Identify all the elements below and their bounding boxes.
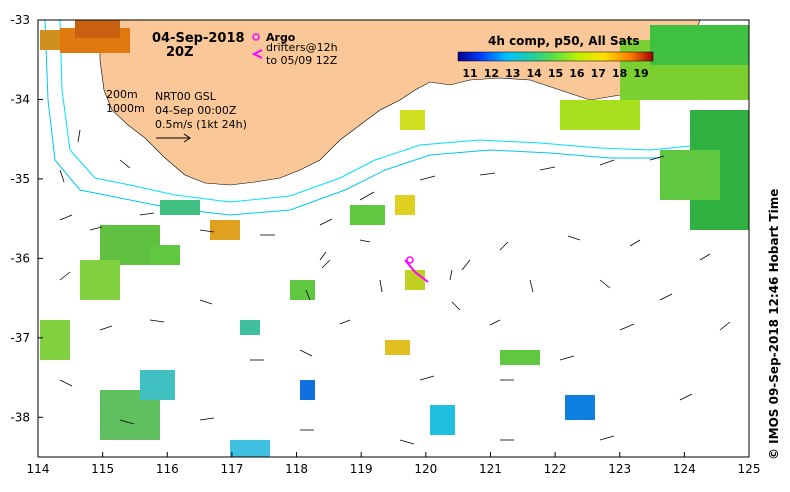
legend-drifters-line1: drifters@12h <box>266 41 338 54</box>
y-tick-label: -34 <box>10 92 30 106</box>
x-tick-label: 125 <box>738 462 761 476</box>
colorbar-tick-label: 11 <box>462 67 477 80</box>
contour-label-1000m: 1000m <box>106 102 145 115</box>
colorbar-tick-label: 17 <box>591 67 606 80</box>
colorbar-tick-label: 14 <box>526 67 542 80</box>
contour-1000m <box>44 20 749 216</box>
x-tick-label: 124 <box>673 462 696 476</box>
colorbar-tick-label: 13 <box>505 67 520 80</box>
y-tick-label: -38 <box>10 410 30 424</box>
x-tick-label: 122 <box>544 462 567 476</box>
y-tick-label: -36 <box>10 251 30 265</box>
map-title-date: 04-Sep-2018 <box>152 31 245 46</box>
argo-float-marker <box>406 256 414 264</box>
legend-argo: Argo <box>266 31 296 44</box>
colorbar <box>457 51 654 62</box>
y-tick-label: -35 <box>10 172 30 186</box>
x-tick-label: 114 <box>27 462 50 476</box>
colorbar-tick-label: 15 <box>548 67 563 80</box>
colorbar-tick-label: 19 <box>633 67 648 80</box>
x-tick-label: 119 <box>350 462 373 476</box>
current-vectors <box>59 129 731 445</box>
y-tick-label: -33 <box>10 13 30 27</box>
x-tick-label: 123 <box>608 462 631 476</box>
y-axis: -33 -34 -35 -36 -37 -38 <box>10 13 43 424</box>
credit-text: © IMOS 09-Sep-2018 12:46 Hobart Time <box>767 189 781 460</box>
plot-frame <box>37 19 750 458</box>
x-axis: 114 115 116 117 118 119 120 121 122 123 124 125 <box>27 452 761 476</box>
contour-200m <box>59 20 749 203</box>
legend-drifters-line2: to 05/09 12Z <box>266 54 338 67</box>
velocity-scale-label: 0.5m/s (1kt 24h) <box>155 118 247 131</box>
drifter-legend-icon <box>251 49 263 59</box>
y-tick-label: -37 <box>10 331 30 345</box>
sst-patches <box>40 20 749 457</box>
x-tick-label: 118 <box>285 462 308 476</box>
product-line1: NRT00 GSL <box>155 90 217 103</box>
x-tick-label: 116 <box>156 462 179 476</box>
contour-label-200m: 200m <box>106 88 138 101</box>
drifter-track <box>404 259 429 283</box>
argo-legend-icon <box>252 33 260 41</box>
map-title-time: 20Z <box>166 45 194 60</box>
x-tick-label: 117 <box>220 462 243 476</box>
colorbar-tick-label: 12 <box>484 67 499 80</box>
x-tick-label: 115 <box>91 462 114 476</box>
colorbar-ticks: 11 12 13 14 15 16 17 18 19 <box>462 67 648 80</box>
product-line2: 04-Sep 00:00Z <box>155 104 237 117</box>
x-tick-label: 121 <box>479 462 502 476</box>
velocity-scale-arrow <box>156 133 191 143</box>
colorbar-tick-label: 18 <box>612 67 627 80</box>
colorbar-tick-label: 16 <box>569 67 585 80</box>
x-tick-label: 120 <box>414 462 437 476</box>
colorbar-title: 4h comp, p50, All Sats <box>488 34 640 48</box>
